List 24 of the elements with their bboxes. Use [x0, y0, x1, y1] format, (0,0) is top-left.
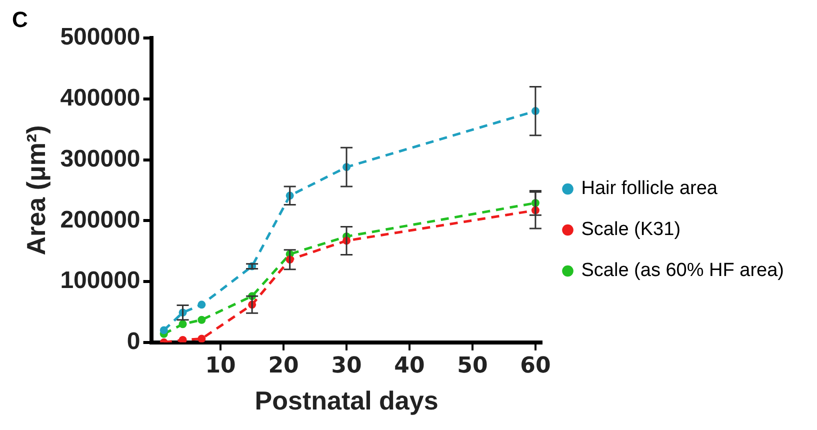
y-tick-label: 400000	[60, 84, 140, 112]
point	[160, 326, 168, 334]
x-tick-label: 50	[457, 353, 488, 378]
legend-label: Scale (as 60% HF area)	[581, 260, 784, 282]
x-tick-label: 20	[268, 353, 299, 378]
point	[178, 336, 187, 342]
y-tick-label: 100000	[60, 267, 140, 294]
point	[198, 300, 206, 309]
point	[198, 334, 206, 342]
y-axis-title: Area (μm²)	[20, 125, 51, 256]
x-axis-title: Postnatal days	[254, 386, 438, 416]
x-tick-label: 60	[520, 353, 551, 378]
y-tick-label: 300000	[60, 145, 140, 172]
text: C	[12, 7, 28, 32]
y-tick-label: 200000	[60, 206, 140, 234]
legend-label: Scale (K31)	[581, 219, 681, 240]
x-tick-label: 10	[205, 353, 236, 378]
y-tick-label: 0	[126, 328, 140, 356]
y-tick-label: 500000	[60, 24, 140, 51]
point	[198, 316, 206, 324]
point	[178, 320, 187, 328]
x-tick-label: 40	[394, 353, 425, 378]
x-tick-label: 30	[331, 353, 362, 378]
legend-label: Hair follicle area	[581, 178, 718, 200]
